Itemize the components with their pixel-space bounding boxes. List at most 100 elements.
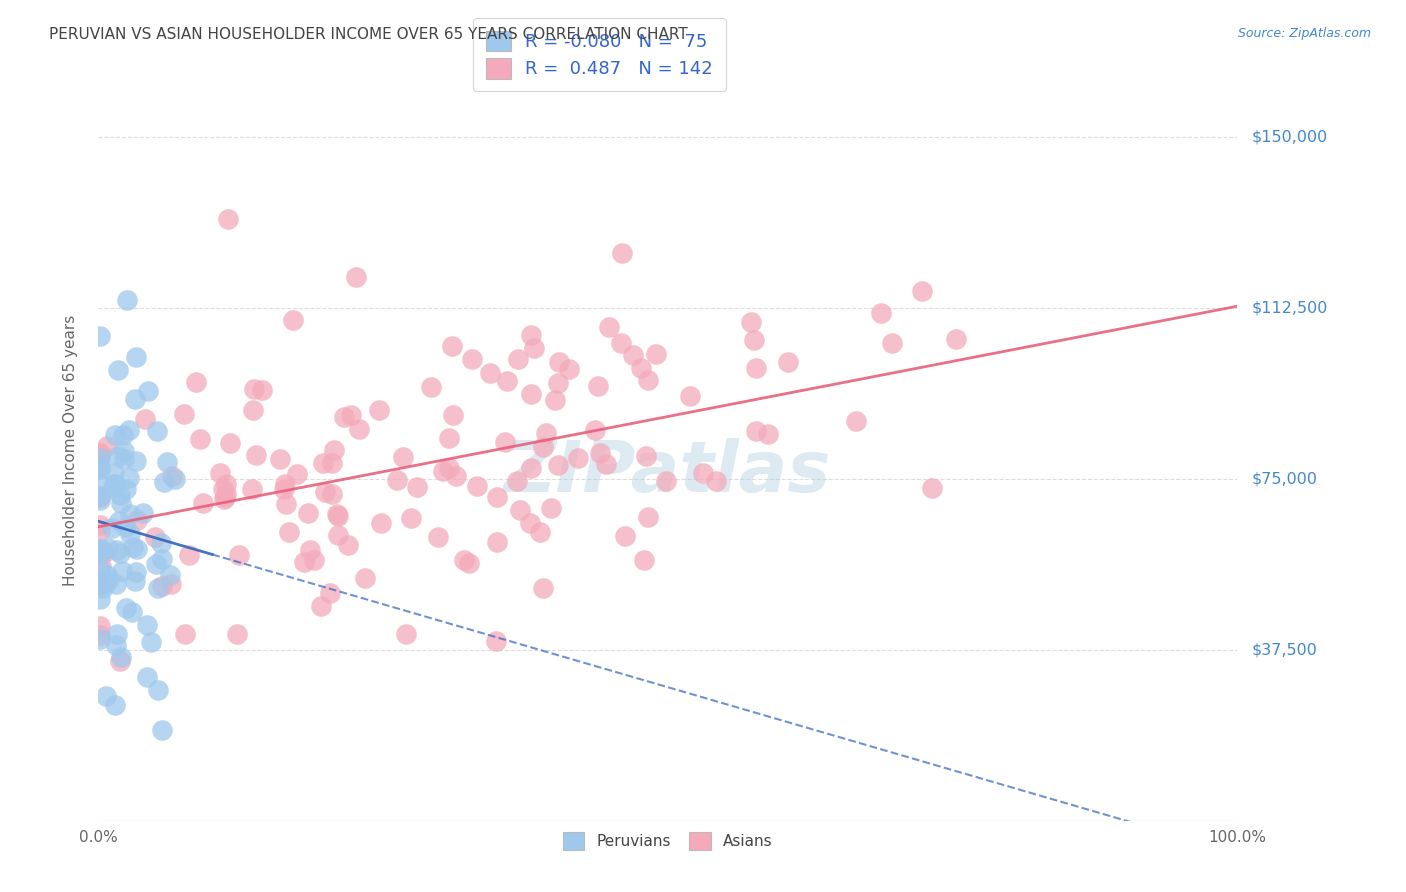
Point xyxy=(494,435,516,450)
Point xyxy=(91,582,114,596)
Point xyxy=(110,488,132,502)
Text: PERUVIAN VS ASIAN HOUSEHOLDER INCOME OVER 65 YEARS CORRELATION CHART: PERUVIAN VS ASIAN HOUSEHOLDER INCOME OVE… xyxy=(49,27,688,42)
Point xyxy=(163,472,186,486)
Point xyxy=(159,576,181,591)
Point xyxy=(509,503,531,517)
Point xyxy=(586,379,609,393)
Point xyxy=(610,336,633,351)
Point xyxy=(96,568,118,582)
Point xyxy=(214,490,236,504)
Text: $150,000: $150,000 xyxy=(1251,129,1327,145)
Point xyxy=(104,477,127,491)
Point xyxy=(298,542,321,557)
Point xyxy=(89,576,111,591)
Point xyxy=(558,362,581,376)
Point xyxy=(112,444,135,458)
Point xyxy=(115,519,138,533)
Point xyxy=(344,270,367,285)
Point xyxy=(437,431,460,445)
Point xyxy=(108,546,131,560)
Point xyxy=(269,452,291,467)
Point xyxy=(100,521,122,535)
Point xyxy=(637,509,659,524)
Point xyxy=(89,489,111,503)
Point xyxy=(945,332,967,346)
Point xyxy=(150,552,173,566)
Point xyxy=(520,328,543,343)
Point xyxy=(104,427,127,442)
Point xyxy=(437,461,460,475)
Point xyxy=(630,361,652,376)
Point xyxy=(479,366,502,380)
Point xyxy=(136,384,159,398)
Point xyxy=(135,618,157,632)
Point xyxy=(534,425,557,440)
Point xyxy=(89,562,111,576)
Point xyxy=(274,477,297,491)
Point xyxy=(97,541,120,555)
Point xyxy=(921,482,943,496)
Point xyxy=(283,313,305,327)
Point xyxy=(520,387,543,401)
Point xyxy=(89,460,111,475)
Point xyxy=(756,426,779,441)
Point xyxy=(104,638,127,652)
Point xyxy=(156,455,179,469)
Point xyxy=(108,514,131,528)
Point xyxy=(314,484,336,499)
Point xyxy=(89,547,111,561)
Point xyxy=(110,650,132,665)
Point xyxy=(125,454,148,468)
Point xyxy=(173,407,195,421)
Point xyxy=(118,470,141,484)
Point xyxy=(121,540,143,554)
Point xyxy=(243,382,266,396)
Point xyxy=(776,355,799,369)
Point xyxy=(336,538,359,552)
Point xyxy=(219,436,242,450)
Point xyxy=(242,402,264,417)
Point xyxy=(114,482,136,496)
Point xyxy=(89,542,111,557)
Point xyxy=(273,483,295,497)
Point xyxy=(426,530,449,544)
Point xyxy=(540,500,562,515)
Point xyxy=(531,440,554,454)
Point xyxy=(519,516,541,531)
Point xyxy=(89,632,111,647)
Point xyxy=(125,565,148,579)
Point xyxy=(911,284,934,298)
Point xyxy=(89,518,111,533)
Point xyxy=(321,456,343,470)
Point xyxy=(399,511,422,525)
Point xyxy=(104,698,127,712)
Point xyxy=(395,626,418,640)
Point xyxy=(278,524,301,539)
Point xyxy=(127,541,149,556)
Point xyxy=(506,352,529,367)
Point xyxy=(112,452,135,467)
Point xyxy=(188,432,211,446)
Point xyxy=(485,490,508,504)
Point xyxy=(385,473,408,487)
Point xyxy=(458,556,481,570)
Point xyxy=(89,329,111,343)
Point xyxy=(547,355,569,369)
Point xyxy=(519,461,541,475)
Point xyxy=(440,339,463,353)
Point xyxy=(392,450,415,464)
Point xyxy=(94,689,117,703)
Point xyxy=(679,389,702,403)
Point xyxy=(89,573,111,587)
Point xyxy=(90,558,112,573)
Point xyxy=(105,542,128,557)
Point xyxy=(228,548,250,562)
Point xyxy=(118,527,141,541)
Point xyxy=(110,654,132,668)
Point xyxy=(655,474,678,488)
Point xyxy=(325,508,347,522)
Point xyxy=(529,524,551,539)
Point xyxy=(215,487,238,501)
Point xyxy=(523,341,546,355)
Point xyxy=(340,409,363,423)
